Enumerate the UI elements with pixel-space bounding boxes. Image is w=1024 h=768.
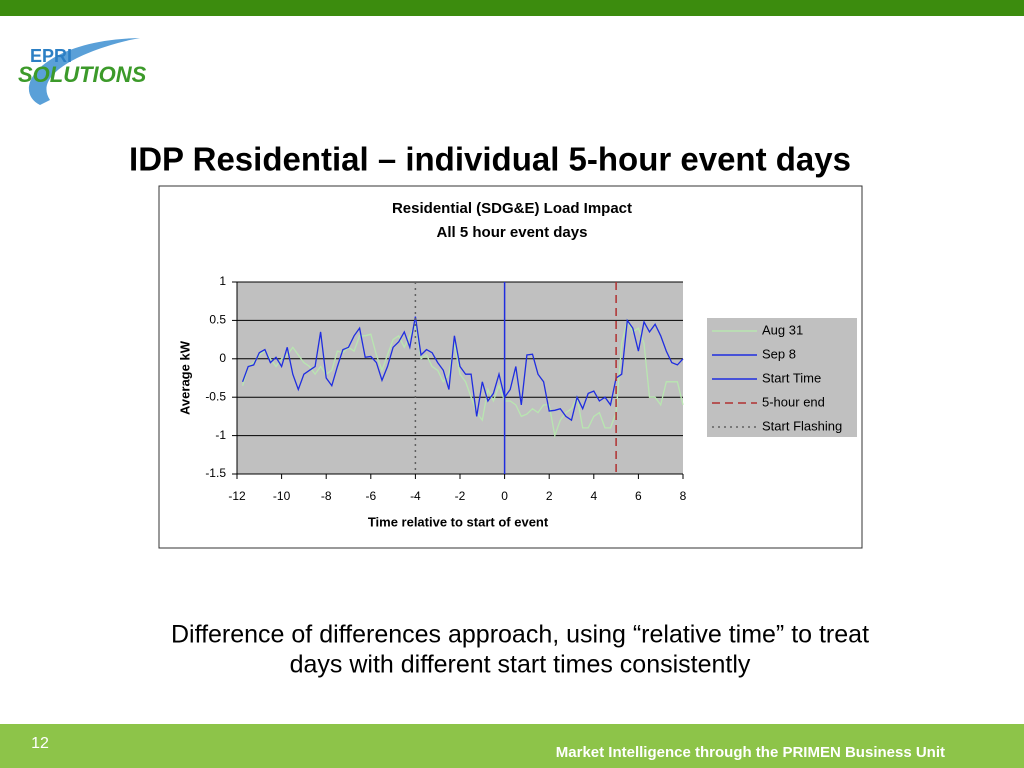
legend-label: 5-hour end (762, 394, 825, 409)
y-tick-label: -1 (215, 428, 226, 442)
y-tick-label: 0 (219, 351, 226, 365)
x-tick-label: 4 (590, 489, 597, 503)
legend-label: Sep 8 (762, 346, 796, 361)
legend-label: Aug 31 (762, 322, 803, 337)
slide-title: IDP Residential – individual 5-hour even… (129, 141, 851, 178)
x-tick-label: -2 (455, 489, 466, 503)
page-number: 12 (31, 735, 49, 752)
x-tick-label: 0 (501, 489, 508, 503)
logo-text: SOLUTIONS (18, 62, 147, 87)
logo-text: EPRI (30, 46, 72, 66)
x-tick-label: -4 (410, 489, 421, 503)
top-bar (0, 0, 1024, 16)
y-tick-label: 0.5 (209, 313, 226, 327)
legend-label: Start Time (762, 370, 821, 385)
chart-subtitle: All 5 hour event days (437, 224, 588, 241)
x-tick-label: -6 (365, 489, 376, 503)
x-tick-label: 8 (680, 489, 687, 503)
x-tick-label: -12 (228, 489, 246, 503)
series-line (241, 316, 684, 422)
bottom-bar (0, 724, 1024, 768)
x-tick-label: 2 (546, 489, 553, 503)
y-tick-label: 1 (219, 274, 226, 288)
y-axis-title: Average kW (177, 340, 192, 415)
x-axis-title: Time relative to start of event (368, 514, 549, 529)
y-tick-label: -1.5 (205, 466, 226, 480)
series-line (241, 318, 684, 439)
legend-label: Start Flashing (762, 418, 842, 433)
chart-title: Residential (SDG&E) Load Impact (392, 200, 632, 217)
footer-text: Market Intelligence through the PRIMEN B… (556, 744, 945, 761)
x-tick-label: -8 (321, 489, 332, 503)
caption: days with different start times consiste… (290, 651, 751, 679)
x-tick-label: -10 (273, 489, 291, 503)
logo-swoosh (28, 38, 140, 105)
legend-box (707, 318, 857, 437)
plot-area (237, 282, 683, 474)
caption: Difference of differences approach, usin… (171, 621, 869, 649)
x-tick-label: 6 (635, 489, 642, 503)
y-tick-label: -0.5 (205, 389, 226, 403)
